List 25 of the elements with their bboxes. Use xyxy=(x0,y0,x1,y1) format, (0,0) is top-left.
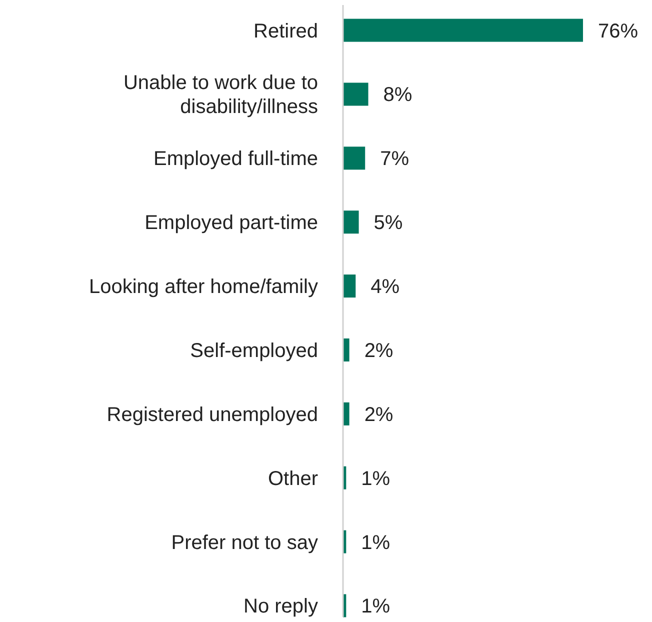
bar xyxy=(343,82,368,106)
data-label: 4% xyxy=(370,276,400,298)
y-tick-label: Looking after home/family xyxy=(88,276,318,298)
bar xyxy=(343,146,366,170)
y-tick-label: Prefer not to say xyxy=(171,532,318,554)
data-label: 2% xyxy=(364,404,394,426)
y-tick-label: Employed part-time xyxy=(144,212,318,234)
data-label: 1% xyxy=(361,596,390,618)
y-tick-label: Retired xyxy=(254,20,318,42)
y-tick-label: Employed full-time xyxy=(153,148,318,170)
data-label: 76% xyxy=(598,20,638,42)
bar xyxy=(343,18,583,42)
data-label: 1% xyxy=(361,468,390,490)
data-label: 2% xyxy=(364,340,394,362)
data-label: 1% xyxy=(361,532,390,554)
y-tick-label: Other xyxy=(268,468,318,490)
y-tick-label: No reply xyxy=(244,596,318,618)
y-tick-label: Self-employed xyxy=(190,340,318,362)
bar xyxy=(343,274,356,298)
y-tick-label: Registered unemployed xyxy=(106,404,318,426)
bar xyxy=(343,210,359,234)
y-tick-label: Unable to work due to disability/illness xyxy=(123,72,318,118)
data-label: 5% xyxy=(374,212,403,234)
data-label: 7% xyxy=(380,148,410,170)
data-label: 8% xyxy=(383,84,412,106)
